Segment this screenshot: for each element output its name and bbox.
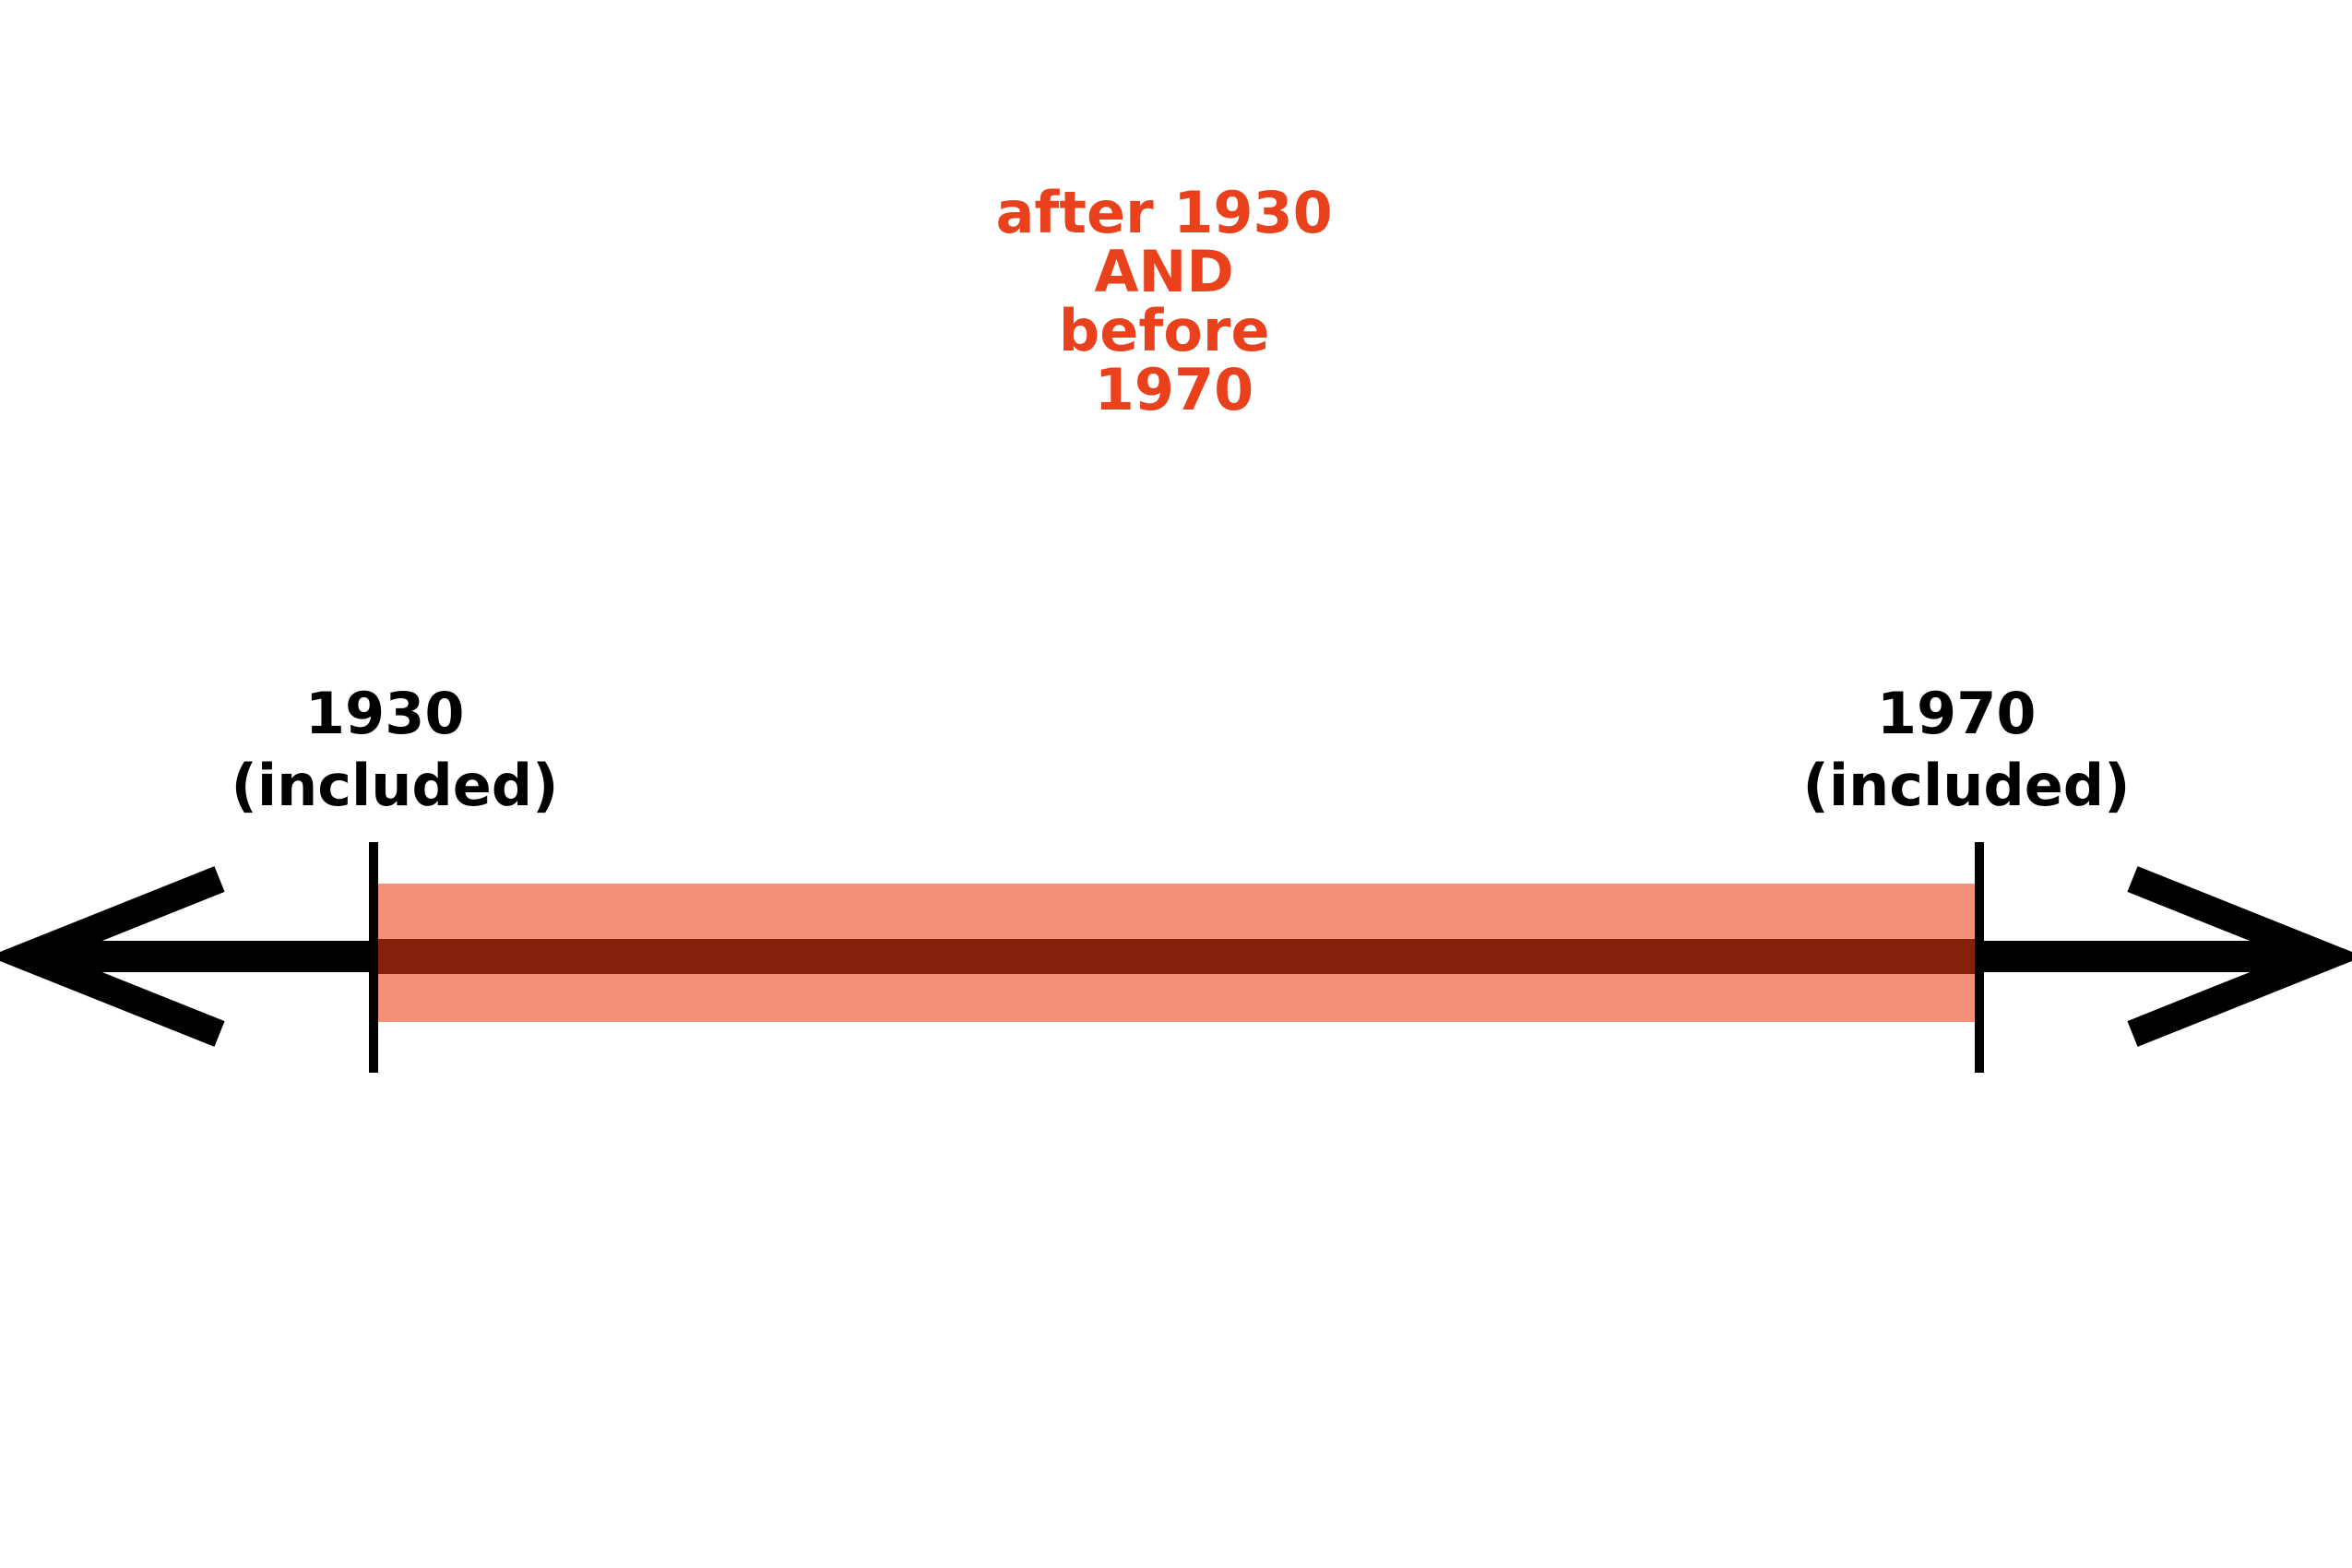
title-line-1: after 1930 [996, 179, 1333, 246]
title-line-3: before [1059, 297, 1270, 364]
start-label: 1930 (included) [231, 680, 558, 819]
end-year: 1970 [1877, 680, 2037, 747]
title-line-2: AND [1095, 238, 1234, 305]
end-note: (included) [1802, 752, 2130, 819]
end-label: 1970 (included) [1802, 680, 2130, 819]
start-note: (included) [231, 752, 558, 819]
range-title: after 1930 AND before 1970 [996, 179, 1353, 423]
range-line [374, 939, 1980, 974]
left-arrowhead-icon [0, 866, 225, 1047]
title-line-4: 1970 [1095, 356, 1254, 423]
right-arrowhead-icon [2127, 866, 2352, 1047]
start-year: 1930 [305, 680, 465, 747]
